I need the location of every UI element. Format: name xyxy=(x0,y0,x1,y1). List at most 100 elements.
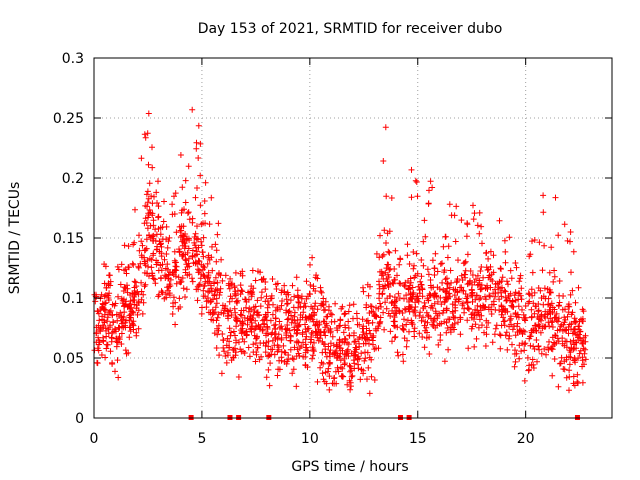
data-point xyxy=(476,209,483,216)
data-point xyxy=(145,110,152,117)
data-point xyxy=(331,351,338,358)
data-point xyxy=(182,256,189,263)
data-point xyxy=(192,230,199,237)
data-point xyxy=(546,323,553,330)
data-point xyxy=(307,282,314,288)
data-point xyxy=(309,305,316,312)
data-point xyxy=(240,307,247,314)
data-point xyxy=(307,315,314,322)
data-point xyxy=(498,289,505,296)
data-point xyxy=(101,319,108,326)
data-point xyxy=(577,328,584,335)
data-point xyxy=(464,299,471,306)
data-point xyxy=(295,322,302,329)
data-point xyxy=(171,211,178,217)
data-point xyxy=(201,198,208,204)
data-point xyxy=(359,331,366,338)
data-point xyxy=(184,249,191,256)
data-point xyxy=(105,326,112,333)
data-point xyxy=(134,302,140,309)
data-point xyxy=(545,295,552,302)
data-point xyxy=(189,247,196,254)
data-point xyxy=(133,332,140,339)
data-point xyxy=(529,238,535,245)
data-point xyxy=(160,218,167,225)
data-point xyxy=(114,263,121,270)
data-point xyxy=(391,294,398,301)
data-point xyxy=(185,245,192,252)
data-point xyxy=(406,261,413,267)
data-point xyxy=(561,221,568,228)
data-point xyxy=(572,339,579,346)
data-point xyxy=(416,330,423,337)
data-point xyxy=(213,258,220,265)
data-point xyxy=(194,235,201,242)
data-point xyxy=(526,291,533,298)
data-point xyxy=(249,267,256,274)
data-point xyxy=(331,380,338,387)
data-point xyxy=(462,274,469,281)
data-point xyxy=(332,368,339,375)
data-point xyxy=(373,250,380,257)
data-point xyxy=(305,325,312,332)
data-point xyxy=(541,242,548,249)
data-point xyxy=(302,303,309,310)
data-point xyxy=(453,203,460,210)
data-point xyxy=(453,279,460,286)
data-point xyxy=(230,354,237,361)
data-point xyxy=(121,242,128,249)
data-point xyxy=(177,227,184,234)
data-point xyxy=(474,272,481,279)
data-point xyxy=(490,252,497,259)
data-point xyxy=(119,300,126,307)
data-point xyxy=(106,272,113,279)
data-point xyxy=(302,344,309,351)
data-point xyxy=(345,318,352,325)
data-point xyxy=(400,326,407,333)
data-point xyxy=(377,314,384,321)
data-point xyxy=(355,365,362,372)
data-point xyxy=(258,289,265,296)
data-point xyxy=(366,337,372,343)
data-point xyxy=(373,304,379,311)
data-point xyxy=(245,344,252,351)
data-point xyxy=(94,308,101,314)
data-point xyxy=(172,190,179,197)
data-point xyxy=(443,307,450,314)
data-point xyxy=(329,311,335,318)
data-point xyxy=(234,297,241,304)
data-point xyxy=(255,268,261,275)
data-point xyxy=(353,310,360,317)
x-tick-label: 0 xyxy=(90,431,99,447)
y-tick-label: 0.3 xyxy=(62,51,84,67)
x-axis-label: GPS time / hours xyxy=(291,459,408,475)
data-point xyxy=(276,366,283,373)
data-point xyxy=(277,324,283,331)
data-point xyxy=(272,334,279,341)
data-point xyxy=(376,281,383,288)
data-point xyxy=(404,241,411,248)
data-point xyxy=(205,274,212,281)
data-point xyxy=(438,301,445,308)
data-point xyxy=(345,341,352,348)
y-tick-label: 0.2 xyxy=(62,171,84,187)
data-point xyxy=(254,309,261,316)
data-point xyxy=(185,235,192,242)
data-point xyxy=(449,308,456,315)
data-point xyxy=(320,307,327,314)
data-point xyxy=(320,376,327,383)
data-point xyxy=(440,243,447,250)
data-point xyxy=(447,267,454,274)
data-point xyxy=(97,325,104,332)
data-point xyxy=(135,307,142,314)
data-point xyxy=(567,229,574,235)
data-point xyxy=(262,349,269,356)
data-point xyxy=(478,223,485,230)
data-point xyxy=(498,278,505,285)
data-point xyxy=(186,216,193,223)
data-point xyxy=(225,280,232,287)
data-point xyxy=(421,344,428,351)
data-point xyxy=(570,380,577,387)
data-point xyxy=(341,310,348,317)
data-point xyxy=(465,280,472,287)
